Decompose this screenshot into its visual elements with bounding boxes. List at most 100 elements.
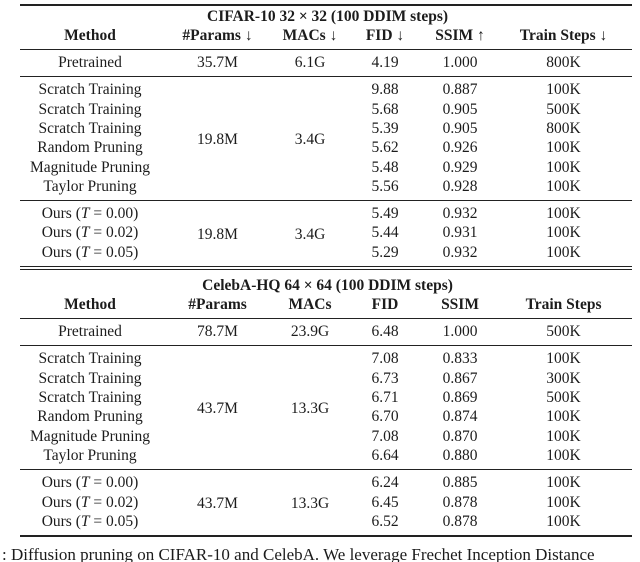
cifar10-results-table: CIFAR-10 32 × 32 (100 DDIM steps) Method… <box>20 4 633 267</box>
table-title-row: CelebA-HQ 64 × 64 (100 DDIM steps) <box>20 270 632 295</box>
cell-method: Scratch Training <box>38 389 142 407</box>
cell-ssim: 0.905 <box>442 100 478 118</box>
cell-params: 78.7M <box>197 323 238 341</box>
cell-method: Scratch Training <box>38 350 142 368</box>
table-row: Scratch Training 43.7M 13.3G 7.08 0.833 … <box>20 345 632 417</box>
table-row: Ours (T = 0.02) 5.44 0.931 100K <box>20 223 632 242</box>
col-header-macs: MACs <box>288 296 332 314</box>
cell-fid: 6.45 <box>371 493 399 511</box>
cell-steps: 800K <box>546 54 581 72</box>
cell-method: Random Pruning <box>37 139 143 157</box>
cell-fid: 5.48 <box>371 158 399 176</box>
figure-caption: : Diffusion pruning on CIFAR-10 and Cele… <box>2 545 595 562</box>
cell-macs: 23.9G <box>290 323 330 341</box>
cell-ssim: 1.000 <box>442 323 478 341</box>
table-row: Magnitude Pruning 7.08 0.870 100K <box>20 427 632 446</box>
threshold-value: 0.00 <box>106 205 134 223</box>
table-header: CelebA-HQ 64 × 64 (100 DDIM steps) Metho… <box>20 270 632 318</box>
column-header-row: Method #Params ↓ MACs ↓ FID ↓ SSIM ↑ Tra… <box>20 26 632 49</box>
cell-method: Ours (T = 0.05) <box>41 512 139 530</box>
ours-section: Ours (T = 0.00) 19.8M 3.4G 5.49 0.932 10… <box>20 200 633 266</box>
table-title-cifar10: CIFAR-10 32 × 32 (100 DDIM steps) <box>207 8 449 25</box>
tau-symbol: T <box>80 493 90 511</box>
table-title-row: CIFAR-10 32 × 32 (100 DDIM steps) <box>20 5 632 26</box>
cell-ssim: 0.905 <box>442 119 478 137</box>
cell-steps: 100K <box>546 512 581 530</box>
cell-fid: 5.44 <box>371 224 399 242</box>
cell-steps: 100K <box>546 177 581 195</box>
cell-ssim: 0.932 <box>442 243 478 261</box>
cell-fid: 6.64 <box>371 446 399 464</box>
cell-fid: 5.29 <box>371 243 399 261</box>
threshold-value: 0.02 <box>106 224 134 242</box>
cell-fid: 9.88 <box>371 81 399 99</box>
table-row: Ours (T = 0.05) 5.29 0.932 100K <box>20 243 632 266</box>
tau-symbol: T <box>80 205 90 223</box>
cell-method: Ours (T = 0.00) <box>41 205 139 223</box>
cell-method: Scratch Training <box>38 100 142 118</box>
tau-symbol: T <box>80 243 90 261</box>
col-header-method: Method <box>64 296 116 314</box>
pretrained-section: Pretrained 78.7M 23.9G 6.48 1.000 500K <box>20 318 633 345</box>
col-header-method: Method <box>64 27 116 45</box>
cell-steps: 100K <box>546 205 581 223</box>
cell-method: Ours (T = 0.02) <box>41 493 139 511</box>
cell-ssim: 0.874 <box>442 408 478 426</box>
table-row: Ours (T = 0.00) 43.7M 13.3G 6.24 0.885 1… <box>20 469 632 512</box>
cell-method: Ours (T = 0.05) <box>41 243 139 261</box>
double-rule-second-line <box>20 268 632 271</box>
table-header: CIFAR-10 32 × 32 (100 DDIM steps) Method… <box>20 5 632 49</box>
cell-method: Scratch Training <box>38 81 142 99</box>
cell-ssim: 0.880 <box>442 446 478 464</box>
table-row: Random Pruning 5.62 0.926 100K <box>20 138 632 157</box>
cell-fid: 5.49 <box>371 205 399 223</box>
col-header-params: #Params <box>188 296 247 314</box>
ours-section: Ours (T = 0.00) 43.7M 13.3G 6.24 0.885 1… <box>20 469 633 535</box>
table-title-celeba: CelebA-HQ 64 × 64 (100 DDIM steps) <box>202 277 453 295</box>
cell-steps: 100K <box>546 408 581 426</box>
cell-steps: 100K <box>546 446 581 464</box>
tau-symbol: T <box>80 474 90 492</box>
cell-method: Ours (T = 0.00) <box>41 474 139 492</box>
table-row: Ours (T = 0.00) 19.8M 3.4G 5.49 0.932 10… <box>20 200 632 243</box>
cell-ssim: 0.932 <box>442 205 478 223</box>
table-row: Scratch Training 5.39 0.905 800K <box>20 119 632 138</box>
cell-params-merged: 43.7M <box>197 495 238 513</box>
pretrained-section: Pretrained 35.7M 6.1G 4.19 1.000 800K <box>20 49 633 76</box>
cell-params: 35.7M <box>197 54 238 72</box>
cell-params-merged: 19.8M <box>197 226 238 244</box>
cell-fid: 4.19 <box>371 54 399 72</box>
cell-macs-merged: 3.4G <box>294 131 326 149</box>
tau-symbol: T <box>80 224 90 242</box>
cell-fid: 5.68 <box>371 100 399 118</box>
table-row: Ours (T = 0.02) 6.45 0.878 100K <box>20 493 632 512</box>
cell-method: Pretrained <box>58 323 122 341</box>
tables-wrap: CIFAR-10 32 × 32 (100 DDIM steps) Method… <box>20 4 633 537</box>
table-row: Random Pruning 6.70 0.874 100K <box>20 407 632 426</box>
cell-params-merged: 19.8M <box>197 131 238 149</box>
cell-steps: 100K <box>546 158 581 176</box>
cell-macs-merged: 13.3G <box>290 400 330 418</box>
col-header-steps: Train Steps <box>525 296 602 314</box>
table-row: Scratch Training 6.71 0.869 500K <box>20 388 632 407</box>
cell-steps: 100K <box>546 350 581 368</box>
cell-fid: 5.39 <box>371 119 399 137</box>
cell-method: Scratch Training <box>38 369 142 387</box>
col-header-steps: Train Steps ↓ <box>519 27 608 45</box>
spacer-cell <box>495 270 632 295</box>
cell-fid: 6.48 <box>371 323 399 341</box>
threshold-value: 0.05 <box>106 243 134 261</box>
cell-ssim: 1.000 <box>442 54 478 72</box>
cell-fid: 5.56 <box>371 177 399 195</box>
cell-method: Magnitude Pruning <box>29 158 151 176</box>
threshold-value: 0.02 <box>106 493 134 511</box>
cell-fid: 6.52 <box>371 512 399 530</box>
cell-ssim: 0.869 <box>442 389 478 407</box>
table-row: Magnitude Pruning 5.48 0.929 100K <box>20 158 632 177</box>
table-row: Scratch Training 6.73 0.867 300K <box>20 369 632 388</box>
threshold-value: 0.05 <box>106 512 134 530</box>
table-row: Pretrained 35.7M 6.1G 4.19 1.000 800K <box>20 49 632 76</box>
col-header-fid: FID ↓ <box>365 27 405 45</box>
cell-steps: 500K <box>546 100 581 118</box>
